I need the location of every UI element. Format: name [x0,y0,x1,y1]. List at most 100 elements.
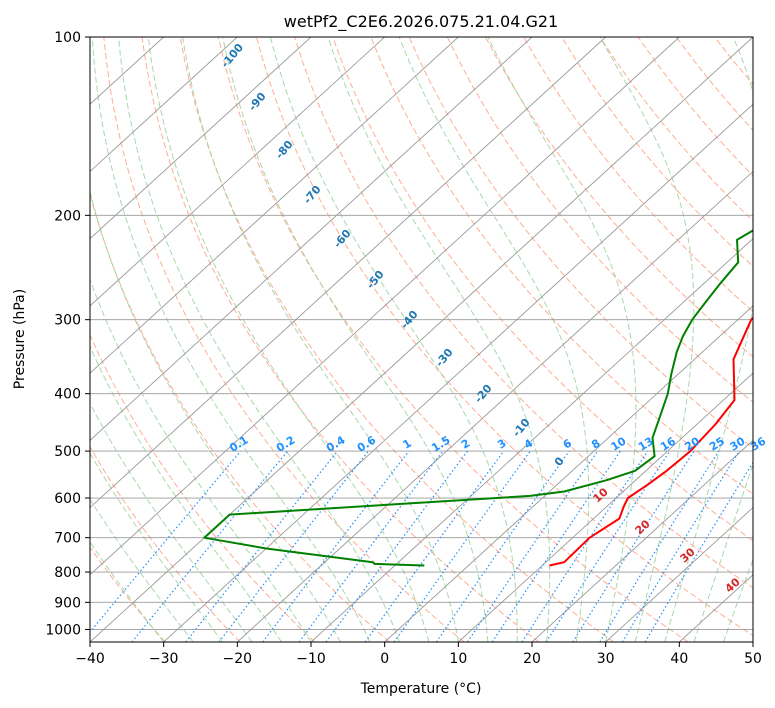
isotherms [90,37,753,642]
mixing-ratio-line [545,450,671,642]
saturated-adiabat-label: -50 [364,268,387,292]
mixing-ratio-line [599,450,720,642]
mixing-ratio-line [131,450,289,642]
mixing-ratio-line [621,450,740,642]
mixing-ratio-lines [90,450,753,642]
isotherm [90,37,385,307]
mixing-ratio-label: 1 [400,437,413,452]
isobars [90,37,753,630]
x-tick-label: −40 [75,651,105,667]
moist-adiabat [91,37,371,642]
moist-adiabat [90,345,282,642]
dry-adiabat [90,333,316,642]
y-tick-label: 800 [54,565,81,581]
mixing-ratio-line [491,450,621,642]
isotherm [458,372,753,642]
dry-adiabat [484,37,753,358]
mixing-ratio-line [325,450,468,642]
moist-adiabat [182,37,459,642]
moist-adiabat [327,37,551,642]
dry-adiabat [370,37,753,495]
mixing-ratio-label: 0.2 [274,433,297,454]
saturated-adiabat-label: -60 [331,227,354,251]
isotherm [752,641,753,642]
dry-adiabat [256,37,753,637]
y-axis: 100 200 300 400 500 600 700 800 900 1000 [45,30,90,638]
x-tick-label: 20 [523,651,541,667]
y-tick-label: 700 [54,531,81,547]
dry-adiabat [408,37,753,449]
x-tick-label: 50 [744,651,762,667]
mixing-ratio-line [572,450,695,642]
y-tick-label: 400 [54,387,81,403]
dry-adiabat [179,37,614,642]
isotherm [163,103,753,642]
moist-adiabat [398,37,590,642]
mixing-ratio-line [90,450,242,633]
moist-adiabat [723,557,753,642]
dry-adiabat-label: 10 [591,485,611,505]
isotherm [605,506,753,642]
x-tick-label: −30 [149,651,179,667]
isotherm [237,170,753,642]
x-tick-label: −20 [223,651,253,667]
saturated-adiabat-label: -10 [510,416,533,440]
mixing-ratio-line [466,450,599,642]
moist-adiabat [147,37,430,642]
mixing-ratio-label: 0.6 [355,433,379,455]
saturated-adiabat-label: -70 [301,183,324,207]
isotherm [90,37,753,642]
mixing-ratio-label: 6 [561,436,575,451]
plot-frame [89,36,754,643]
dry-adiabat [103,37,465,642]
x-tick-label: 30 [597,651,615,667]
temperature-line [549,316,753,567]
saturated-adiabat-label: -20 [472,382,495,406]
x-axis: −40 −30 −20 −10 0 10 20 30 40 50 [75,642,762,667]
dry-adiabat [446,37,753,403]
isotherm [90,37,606,509]
y-tick-label: 200 [54,208,81,224]
dry-adiabat-label: 40 [723,575,743,595]
isotherm [90,37,238,173]
dry-adiabat [752,37,753,39]
dry-adiabat [90,445,241,642]
y-axis-label: Pressure (hPa) [12,289,28,389]
isotherm [310,238,753,642]
saturated-adiabat-label: -40 [398,308,421,332]
inline-labels: 0.1 0.2 0.4 0.6 1 1.5 2 3 4 6 8 10 13 16 20 25 30 36-100-… [218,41,768,596]
moist-adiabat [90,402,253,642]
isotherm [384,305,753,642]
y-tick-label: 300 [54,313,81,329]
dry-adiabat [141,37,540,642]
saturated-adiabat-label: -100 [218,41,246,71]
moist-adiabats [90,37,753,642]
mixing-ratio-line [393,450,531,642]
isotherm [90,37,459,374]
mixing-ratio-line [644,461,753,642]
x-tick-label: 10 [449,651,467,667]
series-lines [203,229,753,567]
mixing-ratio-label: 8 [589,437,602,452]
dry-adiabat [637,37,753,177]
mixing-ratio-line [435,450,570,642]
isotherm [90,37,312,240]
mixing-ratio-line [185,450,339,642]
mixing-ratio-label: 3 [495,437,508,452]
isotherm [90,37,533,441]
y-tick-label: 900 [54,595,81,611]
y-tick-label: 100 [54,30,81,46]
y-tick-label: 500 [54,444,81,460]
moist-adiabat [487,37,637,642]
isotherm [531,439,753,642]
x-axis-label: Temperature (°C) [360,681,482,697]
dewpoint-line [203,229,753,567]
mixing-ratio-line [521,450,649,642]
isotherm [90,37,680,576]
moist-adiabat [90,189,341,642]
dry-adiabats [90,37,753,642]
mixing-ratio-line [218,450,369,642]
x-tick-label: 0 [380,651,389,667]
mixing-ratio-label: 1.5 [429,433,452,454]
saturated-adiabat-label: 0 [552,454,567,468]
